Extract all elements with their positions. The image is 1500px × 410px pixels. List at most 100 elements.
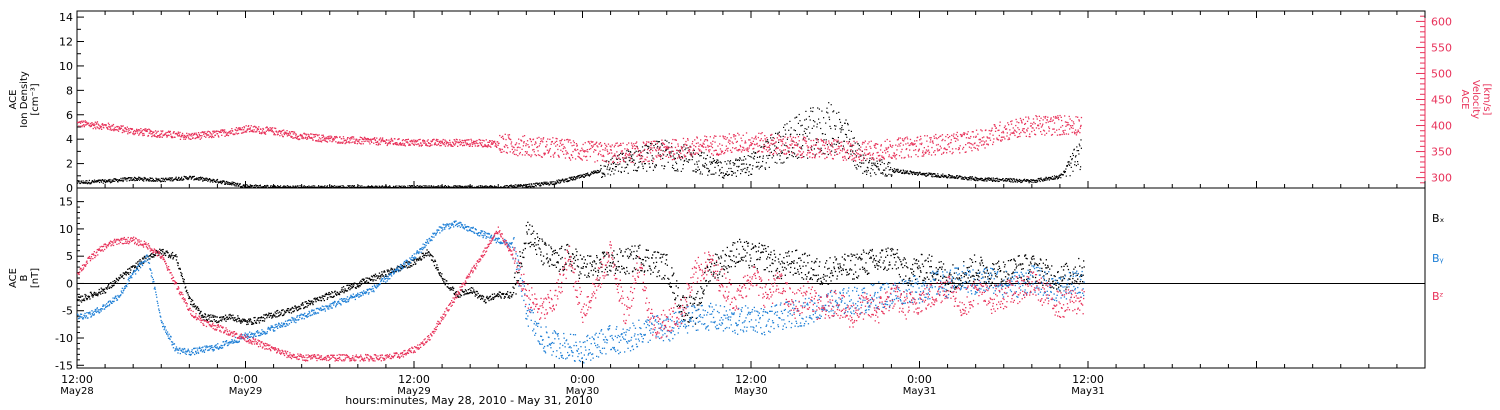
velocity-point	[448, 143, 450, 146]
velocity-point	[282, 136, 284, 138]
density-point	[348, 185, 350, 187]
velocity-point	[79, 121, 81, 123]
density-point	[364, 186, 366, 188]
density-point	[116, 179, 118, 181]
velocity-point	[93, 123, 95, 125]
velocity-point	[827, 146, 829, 148]
density-point	[1020, 181, 1022, 184]
velocity-point	[686, 152, 688, 154]
velocity-point	[909, 144, 911, 146]
velocity-point	[806, 145, 808, 147]
density-point	[911, 173, 914, 176]
density-point	[196, 177, 198, 179]
velocity-point	[336, 136, 338, 139]
velocity-point	[625, 153, 627, 155]
velocity-point	[768, 149, 770, 151]
velocity-point	[976, 144, 978, 147]
legend-entry: Bᵧ	[1432, 252, 1444, 265]
density-point	[91, 181, 93, 183]
velocity-point	[927, 150, 929, 152]
velocity-point	[208, 136, 210, 139]
density-point	[190, 178, 192, 180]
density-point	[845, 119, 847, 121]
field-point	[80, 301, 83, 303]
density-point	[592, 173, 594, 175]
velocity-point	[879, 158, 881, 160]
density-point	[171, 177, 173, 179]
velocity-point	[1041, 125, 1043, 127]
density-point	[370, 186, 372, 188]
field-point	[94, 294, 96, 296]
velocity-point	[823, 141, 825, 144]
density-point	[93, 179, 96, 181]
density-point	[872, 162, 874, 164]
velocity-point	[597, 146, 599, 148]
field-point	[93, 293, 95, 295]
density-point	[481, 185, 483, 187]
velocity-point	[503, 150, 505, 153]
density-point	[1040, 178, 1042, 180]
density-point	[967, 178, 969, 180]
density-point	[203, 177, 205, 179]
density-point	[1055, 176, 1057, 178]
density-point	[717, 159, 719, 161]
velocity-point	[1027, 116, 1030, 118]
velocity-point	[396, 142, 398, 144]
velocity-point	[201, 135, 203, 137]
density-point	[607, 164, 609, 166]
density-point	[606, 168, 608, 170]
velocity-point	[362, 143, 364, 145]
density-point	[221, 180, 223, 182]
velocity-point	[321, 134, 323, 136]
density-point	[162, 180, 165, 182]
density-point	[1064, 171, 1066, 173]
velocity-point	[614, 144, 616, 146]
velocity-point	[825, 142, 827, 144]
velocity-point	[529, 154, 531, 156]
velocity-point	[1031, 127, 1033, 129]
velocity-point	[700, 145, 703, 147]
density-point	[830, 127, 832, 130]
velocity-point	[381, 138, 383, 140]
density-point	[136, 177, 138, 180]
density-point	[780, 162, 782, 164]
density-point	[617, 155, 619, 157]
density-point	[485, 185, 487, 187]
density-point	[582, 174, 584, 176]
velocity-axis-title-line: ACE	[1459, 90, 1470, 110]
velocity-point	[434, 143, 436, 145]
velocity-point	[220, 131, 222, 133]
velocity-point	[651, 147, 653, 149]
velocity-point	[406, 141, 408, 143]
density-point	[784, 124, 786, 126]
velocity-point	[510, 141, 513, 143]
density-point	[263, 186, 265, 188]
density-point	[732, 171, 734, 173]
density-point	[526, 186, 528, 188]
velocity-point	[484, 144, 487, 147]
velocity-point	[526, 152, 528, 154]
velocity-point	[1056, 129, 1058, 131]
density-axis-title-line: Ion Density	[19, 71, 30, 128]
density-point	[965, 178, 967, 180]
density-point	[533, 186, 535, 188]
velocity-point	[560, 149, 562, 151]
velocity-point	[798, 140, 800, 142]
velocity-point	[177, 135, 179, 137]
velocity-point	[419, 138, 421, 141]
velocity-point	[974, 142, 976, 144]
field-point	[116, 282, 119, 284]
velocity-point	[840, 144, 842, 147]
velocity-point	[612, 155, 614, 158]
velocity-point	[872, 157, 874, 159]
velocity-point	[652, 140, 655, 142]
density-point	[593, 172, 595, 174]
velocity-point	[527, 144, 529, 146]
velocity-point	[404, 145, 406, 147]
velocity-point	[289, 133, 291, 135]
velocity-point	[454, 144, 456, 146]
velocity-point	[148, 132, 150, 134]
density-point	[761, 146, 763, 148]
density-point	[597, 172, 599, 174]
velocity-point	[756, 142, 758, 145]
